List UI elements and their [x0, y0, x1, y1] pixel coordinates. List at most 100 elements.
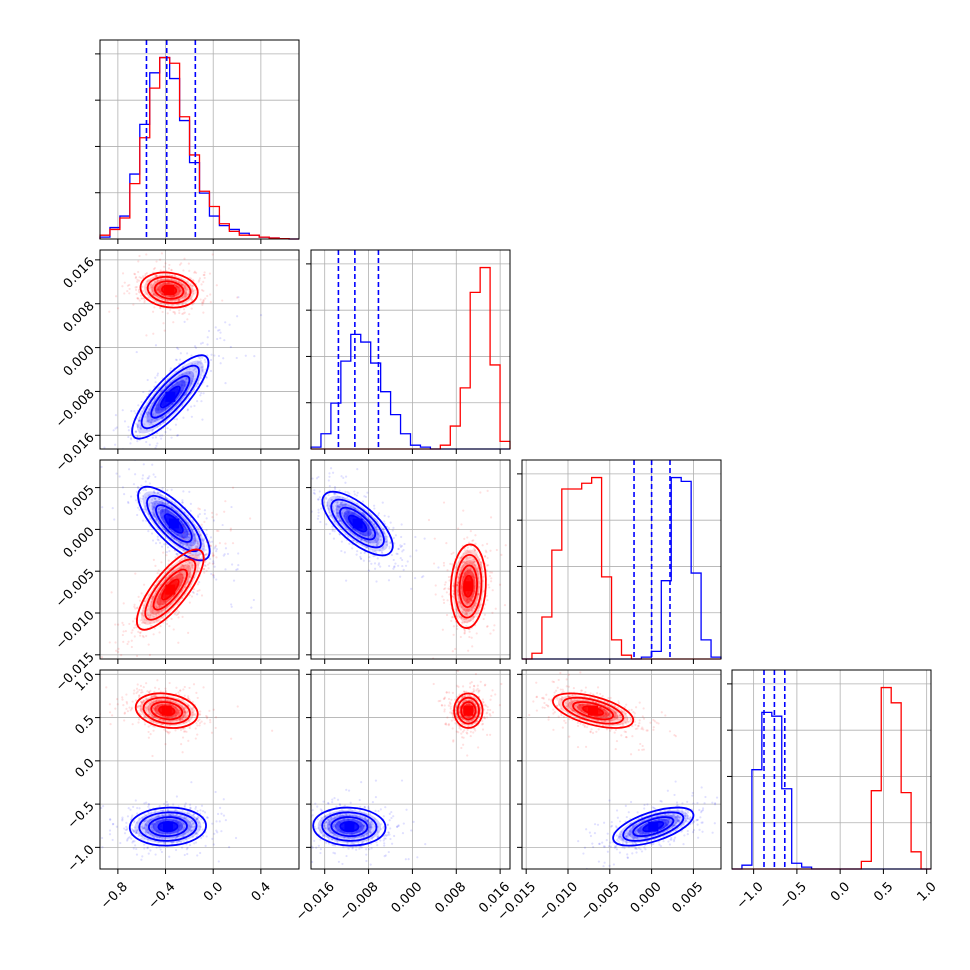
blue-sample-point	[189, 502, 192, 506]
blue-sample-point	[156, 535, 159, 538]
blue-sample-point	[149, 422, 153, 425]
red-sample-point	[128, 283, 131, 287]
blue-sample-point	[143, 843, 146, 846]
red-sample-point	[169, 566, 172, 569]
red-sample-point	[185, 287, 188, 291]
blue-sample-point	[182, 490, 185, 493]
blue-sample-point	[196, 546, 199, 549]
blue-sample-point	[327, 508, 330, 511]
blue-sample-point	[135, 422, 138, 425]
red-sample-point	[191, 554, 195, 557]
red-sample-point	[491, 589, 494, 592]
red-sample-point	[151, 611, 155, 615]
red-sample-point	[179, 287, 182, 290]
blue-sample-point	[368, 556, 371, 559]
red-sample-point	[183, 297, 186, 300]
blue-sample-point	[347, 503, 350, 506]
red-sample-point	[165, 278, 168, 281]
red-sample-point	[468, 597, 471, 600]
blue-sample-point	[422, 575, 425, 578]
blue-sample-point	[144, 489, 148, 492]
red-sample-point	[158, 597, 161, 600]
blue-sample-point	[367, 534, 370, 537]
blue-sample-point	[179, 352, 182, 355]
blue-sample-point	[361, 512, 365, 515]
blue-sample-point	[364, 534, 367, 537]
red-sample-point	[473, 586, 476, 589]
red-sample-point	[468, 541, 471, 544]
blue-sample-point	[126, 839, 129, 842]
blue-sample-point	[138, 416, 141, 419]
blue-sample-point	[333, 520, 336, 523]
red-sample-point	[465, 613, 468, 616]
blue-sample-point	[183, 805, 186, 809]
red-sample-point	[476, 615, 479, 618]
blue-sample-point	[162, 407, 165, 411]
blue-sample-point	[179, 814, 182, 817]
red-sample-point	[202, 311, 205, 314]
red-sample-point	[161, 282, 164, 285]
blue-sample-point	[331, 528, 334, 531]
blue-sample-point	[149, 818, 153, 821]
blue-sample-point	[152, 825, 155, 828]
blue-sample-point	[157, 399, 161, 402]
blue-sample-point	[204, 548, 207, 552]
red-sample-point	[148, 653, 152, 657]
blue-sample-point	[364, 520, 367, 524]
blue-sample-point	[346, 516, 349, 519]
red-sample-point	[231, 542, 235, 545]
red-sample-point	[457, 575, 460, 578]
blue-sample-point	[183, 320, 186, 323]
blue-sample-point	[204, 361, 207, 364]
blue-sample-point	[212, 574, 215, 577]
blue-sample-point	[139, 497, 142, 500]
blue-sample-point	[183, 816, 186, 819]
blue-sample-point	[401, 558, 404, 562]
red-sample-point	[188, 575, 191, 579]
red-sample-point	[160, 292, 163, 296]
red-sample-point	[203, 722, 206, 725]
blue-sample-point	[214, 545, 217, 548]
blue-contour	[330, 498, 385, 549]
blue-sample-point	[188, 561, 191, 564]
red-sample-point	[196, 553, 200, 557]
blue-sample-point	[136, 485, 140, 489]
blue-sample-point	[148, 443, 151, 446]
blue-sample-point	[220, 812, 223, 815]
blue-sample-point	[181, 828, 185, 831]
blue-sample-point	[141, 519, 145, 522]
red-sample-point	[200, 283, 203, 286]
blue-sample-point	[320, 507, 323, 510]
red-sample-point	[192, 711, 195, 714]
blue-sample-point	[385, 540, 388, 543]
blue-sample-point	[113, 464, 115, 466]
blue-sample-point	[154, 542, 158, 545]
blue-sample-point	[181, 535, 184, 538]
red-sample-point	[467, 608, 471, 611]
blue-sample-point	[196, 854, 199, 857]
red-sample-point	[460, 523, 463, 526]
blue-sample-point	[363, 539, 366, 542]
red-sample-point	[186, 580, 189, 584]
red-sample-point	[441, 595, 444, 598]
blue-sample-point	[212, 843, 215, 846]
red-sample-point	[134, 276, 137, 280]
blue-sample-point	[336, 500, 339, 503]
blue-sample-point	[143, 838, 146, 841]
blue-sample-point	[170, 403, 173, 406]
blue-sample-point	[123, 420, 127, 423]
red-sample-point	[198, 277, 202, 280]
blue-sample-point	[135, 829, 138, 832]
blue-sample-point	[193, 367, 197, 371]
red-sample-point	[114, 641, 117, 644]
red-sample-point	[190, 554, 193, 557]
red-sample-point	[162, 293, 165, 296]
blue-sample-point	[188, 546, 192, 549]
red-sample-point	[178, 290, 182, 293]
blue-sample-point	[147, 419, 151, 422]
red-sample-point	[479, 606, 482, 609]
blue-sample-point	[151, 511, 154, 514]
red-sample-point	[470, 570, 474, 574]
blue-sample-point	[141, 816, 144, 819]
red-sample-point	[158, 288, 161, 291]
